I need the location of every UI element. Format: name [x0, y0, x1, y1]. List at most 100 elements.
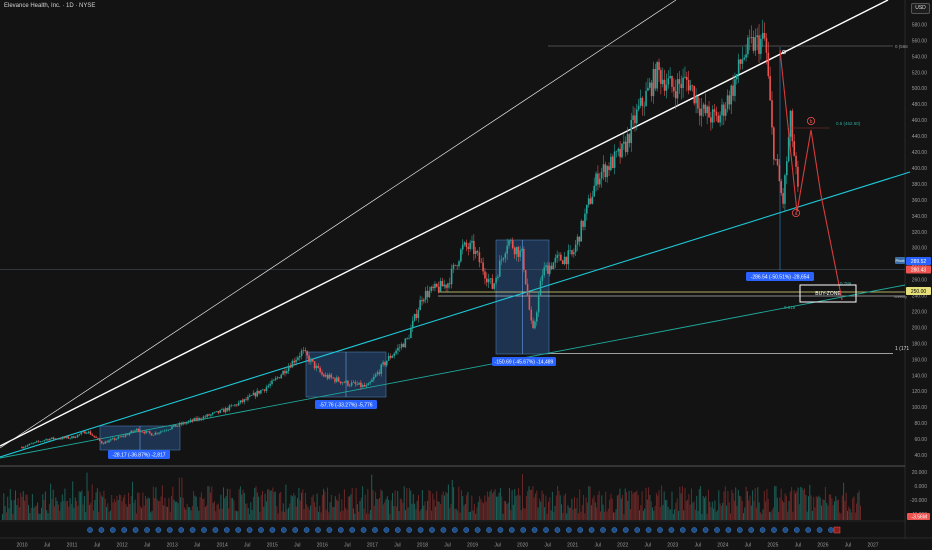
indicator-bar: [771, 509, 773, 520]
candle: [348, 385, 351, 387]
candle: [286, 371, 288, 374]
indicator-bar: [627, 500, 629, 520]
candle: [56, 438, 58, 440]
candle: [121, 436, 123, 437]
indicator-bar: [845, 492, 847, 520]
indicator-bar: [130, 496, 132, 520]
indicator-bar: [542, 493, 544, 520]
second-price-badge-bg: [906, 265, 931, 274]
event-icons: [87, 526, 841, 534]
projection-path: [779, 49, 843, 301]
candle: [521, 248, 523, 251]
candle: [789, 110, 792, 137]
indicator-bar: [827, 505, 829, 520]
indicator-bar: [321, 495, 323, 520]
indicator-bar: [67, 500, 68, 520]
indicator-bar: [810, 495, 812, 520]
candle: [486, 278, 488, 283]
indicator-bar: [228, 508, 230, 520]
indicator-bar: [749, 495, 751, 520]
indicator-bar: [284, 511, 286, 520]
indicator-bar: [173, 499, 175, 520]
candle: [595, 173, 597, 186]
indicator-bar: [247, 507, 249, 520]
price-tick-label: 140.00: [912, 373, 928, 379]
indicator-bar: [329, 502, 331, 520]
candle: [610, 156, 612, 171]
indicator-bar: [360, 497, 362, 520]
indicator-bar: [770, 512, 772, 520]
indicator-bar: [730, 513, 731, 520]
price-tick-label: 260.00: [912, 278, 928, 284]
candle: [54, 438, 57, 440]
indicator-bar: [511, 490, 513, 520]
candle: [400, 343, 403, 348]
indicator-bar: [831, 498, 833, 520]
candle: [380, 364, 383, 374]
candle: [424, 290, 427, 300]
indicator-bar: [107, 503, 109, 520]
indicator-bar: [776, 497, 778, 520]
indicator-bar: [523, 507, 525, 520]
indicator-bar: [528, 486, 530, 520]
indicator-bar: [148, 498, 150, 520]
candle: [515, 246, 518, 255]
indicator-bar: [232, 497, 234, 520]
candle: [647, 87, 649, 91]
candle: [376, 372, 379, 375]
indicator-bar: [451, 479, 453, 520]
earnings-icon: [337, 527, 344, 533]
time-axis-label: 2020: [517, 543, 528, 549]
indicator-bar: [555, 495, 557, 520]
candle: [398, 347, 401, 348]
candle: [513, 247, 516, 255]
measure-label-2024-bg: [746, 272, 814, 281]
indicator-bar: [184, 507, 185, 520]
candle: [269, 383, 271, 386]
candle: [760, 38, 762, 54]
indicator-bar: [340, 511, 341, 520]
indicator-bar: [610, 493, 612, 520]
earnings-icon: [246, 527, 253, 533]
indicator-bar: [618, 494, 620, 520]
trendline-lower-teal: [0, 284, 906, 459]
candle: [648, 82, 651, 88]
indicator-bar: [81, 490, 83, 520]
indicator-bar: [722, 502, 724, 520]
earnings-icon: [748, 527, 755, 533]
indicator-bar: [415, 509, 417, 520]
indicator-bar: [369, 509, 371, 520]
indicator-bar: [472, 510, 474, 520]
candle: [469, 242, 471, 250]
currency-button[interactable]: USD: [911, 3, 930, 14]
indicator-bar: [826, 503, 828, 520]
indicator-bar: [46, 510, 48, 520]
candle: [561, 260, 564, 265]
earnings-icon: [657, 527, 663, 533]
candle: [410, 328, 412, 339]
candle: [763, 32, 766, 39]
indicator-bar: [856, 503, 858, 520]
indicator-bar: [814, 507, 816, 520]
indicator-bar: [304, 492, 306, 520]
indicator-bar: [671, 491, 673, 520]
candle: [45, 439, 47, 441]
price-tick-label: 520.00: [912, 70, 928, 76]
candle: [778, 164, 781, 182]
indicator-bar: [186, 504, 188, 520]
indicator-bar: [102, 496, 104, 520]
candle: [195, 418, 197, 421]
indicator-bar: [280, 492, 282, 520]
candle: [36, 441, 38, 443]
earnings-icon: [736, 527, 743, 533]
price-tick-label: 500.00: [912, 86, 928, 92]
candle: [726, 95, 729, 109]
candle: [154, 432, 157, 436]
indicator-bar: [172, 486, 174, 520]
candle: [547, 265, 549, 274]
indicator-bar: [493, 491, 495, 520]
candle: [565, 256, 568, 265]
indicator-bar: [132, 481, 133, 520]
